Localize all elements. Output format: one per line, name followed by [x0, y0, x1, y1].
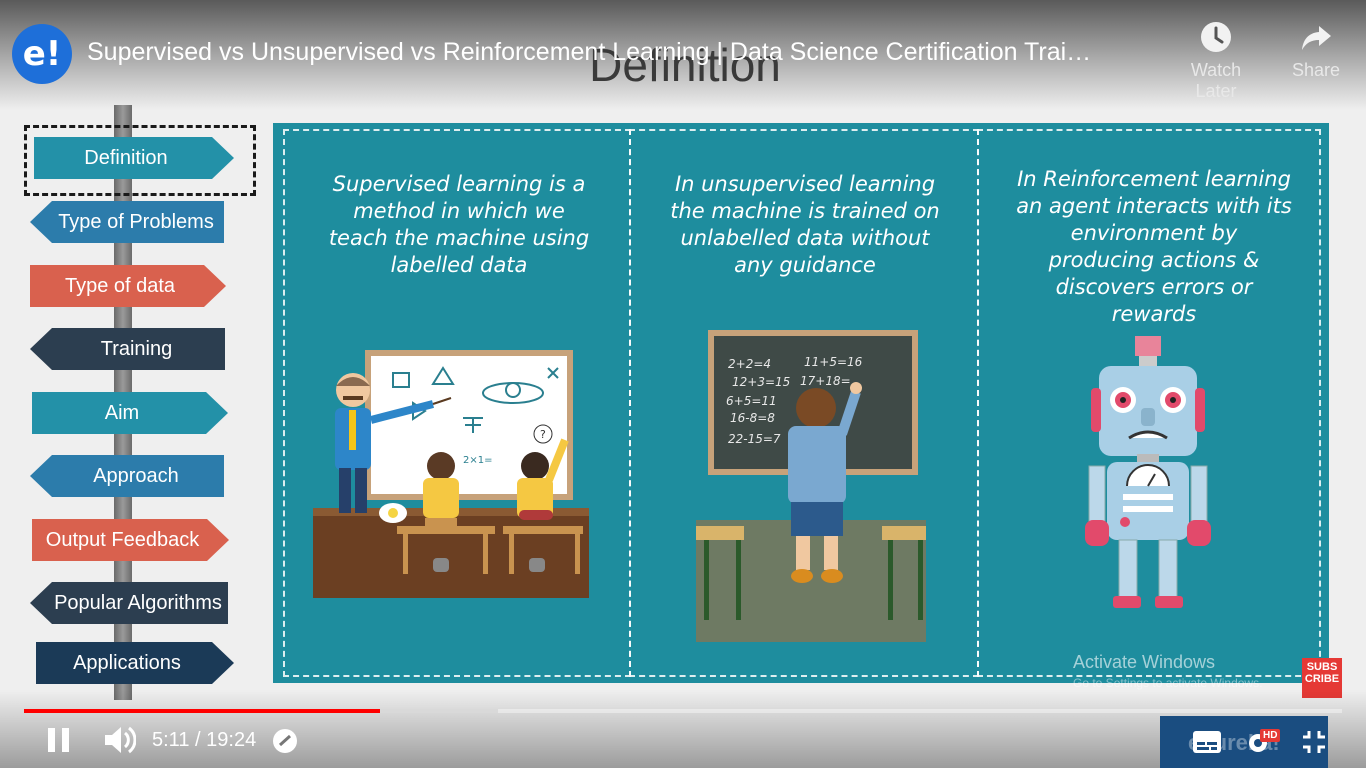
- share-arrow-icon: [1302, 26, 1331, 50]
- chalk-line-4: 17+18=: [800, 374, 851, 388]
- whiteboard-formula: 2×1=: [463, 455, 492, 466]
- sign-label: Popular Algorithms: [54, 591, 222, 614]
- sign-label: Aim: [104, 401, 140, 424]
- controls-gradient: [0, 690, 1366, 768]
- channel-avatar[interactable]: e!: [12, 24, 72, 84]
- sign-training: Training: [30, 328, 225, 370]
- captions-icon[interactable]: [1192, 730, 1222, 754]
- chalk-line-7: 22-15=7: [728, 432, 781, 446]
- unsupervised-definition: In unsupervised learning the machine is …: [670, 172, 940, 277]
- activate-windows-watermark: Activate Windows: [1073, 652, 1216, 672]
- column-frame-reinforcement: [977, 129, 1321, 677]
- sign-label: Type of data: [64, 274, 176, 297]
- boy-chalkboard-illustration: 2+2=4 11+5=16 12+3=15 17+18= 6+5=11 16-8…: [696, 330, 926, 642]
- sign-label: Type of Problems: [58, 210, 214, 233]
- progress-played: [24, 709, 380, 713]
- sign-aim: Aim: [32, 392, 228, 434]
- sign-label: Definition: [84, 146, 168, 169]
- sign-label: Applications: [73, 651, 181, 674]
- volume-icon[interactable]: [102, 724, 136, 756]
- time-readout: 5:11 / 19:24: [152, 729, 256, 752]
- hd-badge: HD: [1260, 729, 1281, 742]
- chalk-line-1: 2+2=4: [728, 357, 771, 371]
- sign-type-of-data: Type of data: [30, 265, 226, 307]
- chapter-icon[interactable]: [272, 728, 298, 754]
- pause-icon[interactable]: [46, 724, 72, 756]
- sign-popular-algorithms: Popular Algorithms: [30, 582, 228, 624]
- teacher-classroom-illustration: 2×1= ?: [313, 350, 589, 598]
- exit-fullscreen-icon[interactable]: [1300, 728, 1328, 756]
- watch-later-label: Watch Later: [1190, 60, 1242, 101]
- subscribe-label: SUBS CRIBE: [1304, 661, 1340, 685]
- subscribe-badge[interactable]: SUBS CRIBE: [1302, 658, 1342, 698]
- sign-definition: Definition: [34, 137, 234, 179]
- sign-label: Approach: [93, 464, 179, 487]
- active-sign-highlight: [24, 125, 256, 196]
- progress-bar[interactable]: [24, 709, 1342, 713]
- reinforcement-definition: In Reinforcement learning an agent inter…: [1016, 167, 1292, 326]
- video-title[interactable]: Supervised vs Unsupervised vs Reinforcem…: [87, 38, 1092, 66]
- robot-agent-illustration: [1085, 336, 1211, 608]
- sign-label: Output Feedback: [45, 528, 200, 551]
- chalk-line-3: 12+3=15: [732, 375, 790, 389]
- svg-text:?: ?: [540, 428, 546, 441]
- duration: 19:24: [206, 729, 257, 751]
- clock-icon: [1201, 22, 1231, 52]
- share-label: Share: [1291, 60, 1341, 80]
- sign-approach: Approach: [30, 455, 224, 497]
- sign-type-of-problems: Type of Problems: [30, 201, 224, 243]
- time-separator: /: [195, 729, 201, 751]
- definition-panel: Supervised learning is a method in which…: [273, 123, 1329, 683]
- share-button[interactable]: Share: [1276, 20, 1356, 81]
- sign-label: Training: [100, 337, 173, 360]
- chalk-line-2: 11+5=16: [804, 355, 863, 369]
- supervised-definition: Supervised learning is a method in which…: [328, 172, 590, 277]
- slide-heading: Definition: [589, 39, 781, 91]
- sign-output-feedback: Output Feedback: [32, 519, 229, 561]
- watch-later-button[interactable]: Watch Later: [1176, 20, 1256, 102]
- sign-applications: Applications: [36, 642, 234, 684]
- title-bar-gradient: [0, 0, 1366, 110]
- activate-windows-subtext: Go to Settings to activate Windows.: [1073, 676, 1263, 690]
- chalk-line-5: 6+5=11: [726, 394, 777, 408]
- current-time: 5:11: [152, 729, 190, 751]
- chalk-line-6: 16-8=8: [730, 411, 775, 425]
